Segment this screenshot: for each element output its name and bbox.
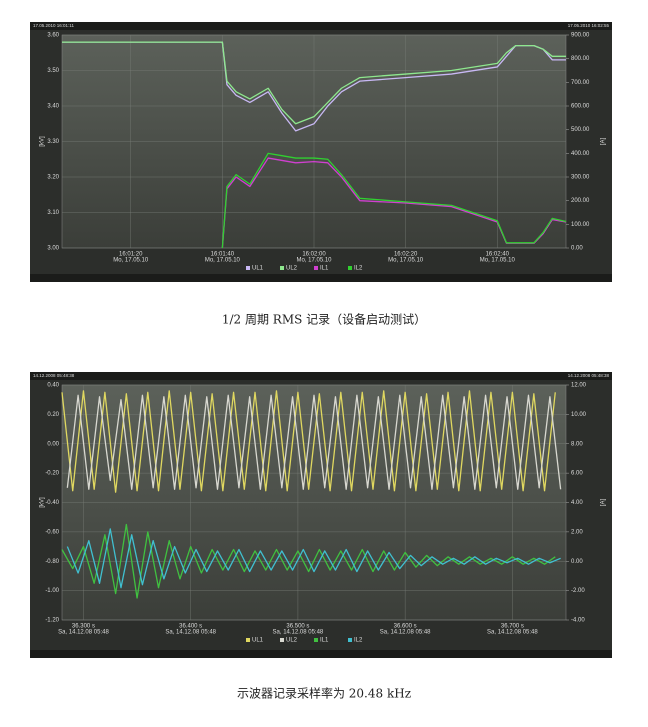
legend-label: UL1 (252, 266, 264, 272)
y2-tick-label: 800.00 (571, 56, 590, 62)
y2-tick-label: 8.00 (571, 441, 583, 447)
x-tick-sublabel: Mo, 17.05.10 (113, 258, 149, 264)
y-tick-label: 0.40 (47, 383, 59, 389)
y2-tick-label: 400.00 (571, 151, 590, 157)
y2-tick-label: 900.00 (571, 33, 590, 39)
legend-label: IL1 (320, 638, 329, 644)
legend-label: IL1 (320, 266, 329, 272)
y2-tick-label: 6.00 (571, 471, 583, 477)
x-tick-sublabel: Sa, 14.12.08 05:48 (380, 630, 431, 636)
x-tick-label: 16:01:40 (211, 252, 235, 258)
y-tick-label: 0.20 (47, 412, 59, 418)
y2-axis-label: [A] (601, 499, 607, 507)
legend-swatch (246, 266, 250, 270)
y2-tick-label: 10.00 (571, 412, 587, 418)
legend-label: IL2 (354, 638, 363, 644)
x-tick-sublabel: Sa, 14.12.08 05:48 (165, 630, 216, 636)
x-tick-sublabel: Sa, 14.12.08 05:48 (487, 630, 538, 636)
y2-tick-label: -4.00 (571, 618, 585, 624)
y-axis-label: [kV] (40, 136, 46, 147)
legend-swatch (314, 638, 318, 642)
y-tick-label: -1.20 (45, 618, 59, 624)
x-tick-sublabel: Mo, 17.05.10 (480, 258, 516, 264)
legend-swatch (348, 266, 352, 270)
series-line (221, 152, 567, 249)
header-bar (30, 22, 612, 30)
y-tick-label: 3.40 (47, 104, 59, 110)
x-tick-label: 16:02:20 (394, 252, 418, 258)
x-tick-label: 16:01:20 (119, 252, 143, 258)
x-tick-sublabel: Mo, 17.05.10 (205, 258, 241, 264)
y-tick-label: 3.30 (47, 139, 59, 145)
y2-tick-label: 200.00 (571, 198, 590, 204)
series-line (66, 528, 561, 589)
y-tick-label: -1.00 (45, 588, 59, 594)
series-line (66, 394, 562, 490)
y-tick-label: 3.60 (47, 33, 59, 39)
header-bar (30, 372, 612, 380)
y-tick-label: -0.60 (45, 529, 59, 535)
y2-tick-label: 600.00 (571, 104, 590, 110)
header-right: 17.05.2010 16:02:55 (568, 23, 610, 28)
y-tick-label: 0.00 (47, 441, 59, 447)
y2-tick-label: 500.00 (571, 127, 590, 133)
y-tick-label: -0.20 (45, 471, 59, 477)
x-tick-sublabel: Sa, 14.12.08 05:48 (273, 630, 324, 636)
x-tick-label: 36.300 s (72, 624, 95, 630)
header-right: 14.12.2008 05:48:38 (568, 373, 610, 378)
caption: 示波器记录采样率为 20.48 kHz (237, 686, 411, 701)
y-tick-label: -0.80 (45, 559, 59, 565)
series-line (61, 523, 556, 599)
y-tick-label: 3.20 (47, 175, 59, 181)
x-tick-label: 36.600 s (394, 624, 417, 630)
series-line (62, 41, 566, 125)
y2-tick-label: 4.00 (571, 500, 583, 506)
x-tick-label: 16:02:00 (302, 252, 326, 258)
legend-swatch (246, 638, 250, 642)
x-tick-sublabel: Mo, 17.05.10 (296, 258, 332, 264)
footer-bar (30, 274, 612, 282)
y2-tick-label: 0.00 (571, 559, 583, 565)
legend-swatch (348, 638, 352, 642)
x-tick-label: 16:02:40 (486, 252, 510, 258)
x-tick-label: 36.400 s (179, 624, 202, 630)
y-tick-label: 3.10 (47, 210, 59, 216)
y-tick-label: 3.00 (47, 246, 59, 252)
legend-swatch (280, 638, 284, 642)
x-tick-sublabel: Mo, 17.05.10 (388, 258, 424, 264)
y2-axis-label: [A] (601, 138, 607, 146)
series-line (61, 390, 556, 493)
y2-tick-label: 2.00 (571, 529, 583, 535)
legend-label: UL2 (286, 638, 298, 644)
caption: 1/2 周期 RMS 记录（设备启动测试） (222, 312, 426, 327)
legend-label: UL1 (252, 638, 264, 644)
header-left: 17.05.2010 16:01:11 (33, 23, 74, 28)
legend-label: UL2 (286, 266, 298, 272)
y2-tick-label: -2.00 (571, 588, 585, 594)
y-axis-label: [kV] (40, 497, 46, 508)
legend-swatch (280, 266, 284, 270)
y2-tick-label: 12.00 (571, 383, 587, 389)
y-tick-label: 3.50 (47, 68, 59, 74)
footer-bar (30, 650, 612, 658)
y2-tick-label: 0.00 (571, 246, 583, 252)
y2-tick-label: 700.00 (571, 80, 590, 86)
header-left: 14.12.2008 05:48:38 (33, 373, 75, 378)
y2-tick-label: 100.00 (571, 222, 590, 228)
legend-swatch (314, 266, 318, 270)
x-tick-sublabel: Sa, 14.12.08 05:48 (58, 630, 109, 636)
x-tick-label: 36.500 s (286, 624, 309, 630)
y-tick-label: -0.40 (45, 500, 59, 506)
legend-label: IL2 (354, 266, 363, 272)
y2-tick-label: 300.00 (571, 175, 590, 181)
x-tick-label: 36.700 s (501, 624, 524, 630)
